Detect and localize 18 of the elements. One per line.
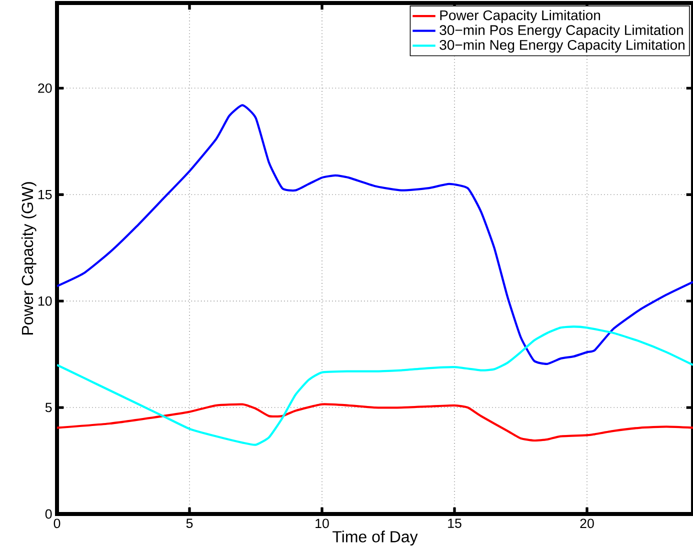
legend-label: 30−min Neg Energy Capacity Limitation xyxy=(440,40,684,53)
legend-label: Power Capacity Limitation xyxy=(440,10,600,24)
x-axis-title: Time of Day xyxy=(332,530,418,546)
line-series xyxy=(57,326,693,446)
line-series xyxy=(57,104,693,365)
x-tick-label: 15 xyxy=(448,518,462,528)
y-axis-title: Power Capacity (GW) xyxy=(21,182,36,335)
x-tick-label: 10 xyxy=(316,518,329,528)
y-tick-label: 20 xyxy=(38,83,52,93)
x-tick-label: 0 xyxy=(54,518,60,528)
x-tick-label: 5 xyxy=(186,518,193,528)
y-tick-label: 5 xyxy=(45,402,52,412)
y-tick-label: 15 xyxy=(38,190,52,200)
legend-label: 30−min Pos Energy Capacity Limitation xyxy=(440,24,683,38)
y-tick-label: 10 xyxy=(38,296,52,306)
y-tick-label: 0 xyxy=(45,509,52,519)
x-tick-label: 20 xyxy=(580,518,594,528)
line-series xyxy=(57,403,693,442)
